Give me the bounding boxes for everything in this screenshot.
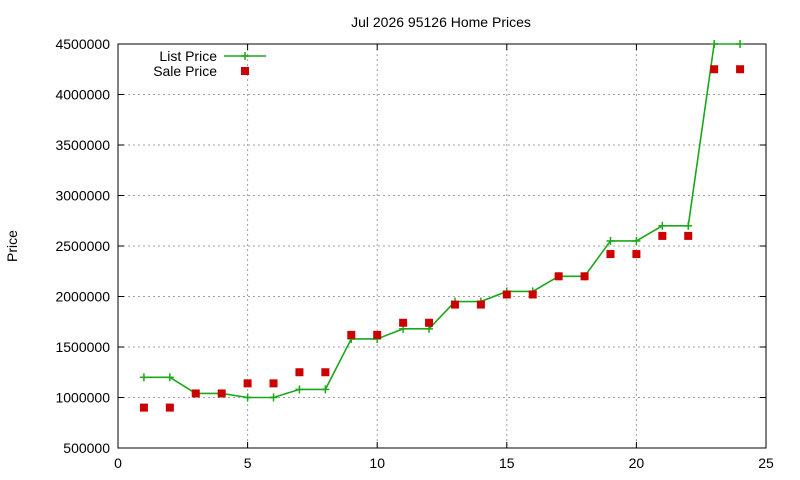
sale-price-point [632,250,641,259]
list-price-point [606,236,615,245]
list-price-point [710,40,719,48]
sale-price-point [373,330,382,339]
x-tick-label: 20 [629,455,645,471]
x-tick-label: 15 [499,455,515,471]
y-tick-label: 1500000 [55,339,110,355]
sale-price-point [425,318,434,327]
list-price-point [632,236,641,245]
x-tick-label: 25 [758,455,774,471]
sale-price-point [684,231,693,240]
y-axis-label: Price [4,230,20,262]
sale-price-point [450,300,459,309]
sale-price-point [476,300,485,309]
sale-price-point [139,403,148,412]
sale-price-point [580,272,589,281]
legend-label-sale-price: Sale Price [153,63,217,79]
chart-title: Jul 2026 95126 Home Prices [351,14,531,30]
sale-price-point [217,389,226,398]
sale-price-point [554,272,563,281]
y-tick-label: 2500000 [55,238,110,254]
sale-price-point [502,290,511,299]
y-tick-label: 500000 [63,440,110,456]
sale-price-point [269,379,278,388]
sale-price-point [243,379,252,388]
list-price-point [321,385,330,394]
list-price-point [295,385,304,394]
list-price-point [269,393,278,402]
sale-price-point [528,290,537,299]
list-price-point [139,373,148,382]
legend-swatch-sale-price [241,67,249,75]
list-price-point [658,221,667,230]
sale-price-point [165,403,174,412]
legend-label-list-price: List Price [159,48,217,64]
y-axis-ticks: 500000 1000000 1500000 2000000 2500000 300000… [55,36,766,456]
legend: List Price Sale Price [153,48,266,79]
sale-price-point [736,65,745,74]
list-price-point [684,221,693,230]
sale-price-point [658,231,667,240]
x-tick-label: 5 [244,455,252,471]
y-tick-label: 3500000 [55,137,110,153]
sale-price-point [347,330,356,339]
sale-price-point [191,389,200,398]
sale-price-point [321,368,330,377]
list-price-point [736,40,745,48]
x-tick-label: 10 [369,455,385,471]
y-tick-label: 4000000 [55,87,110,103]
y-tick-label: 1000000 [55,390,110,406]
sale-price-point [399,318,408,327]
y-tick-label: 4500000 [55,36,110,52]
sale-price-point [606,250,615,259]
y-tick-label: 2000000 [55,289,110,305]
list-price-point [243,393,252,402]
list-price-point [165,373,174,382]
sale-price-point [295,368,304,377]
series-layer [139,40,745,412]
sale-price-point [710,65,719,74]
list-price-line [143,43,741,399]
grid [118,44,766,448]
x-tick-label: 0 [114,455,122,471]
y-tick-label: 3000000 [55,188,110,204]
x-axis-ticks: 0 5 10 15 20 25 [114,44,774,471]
